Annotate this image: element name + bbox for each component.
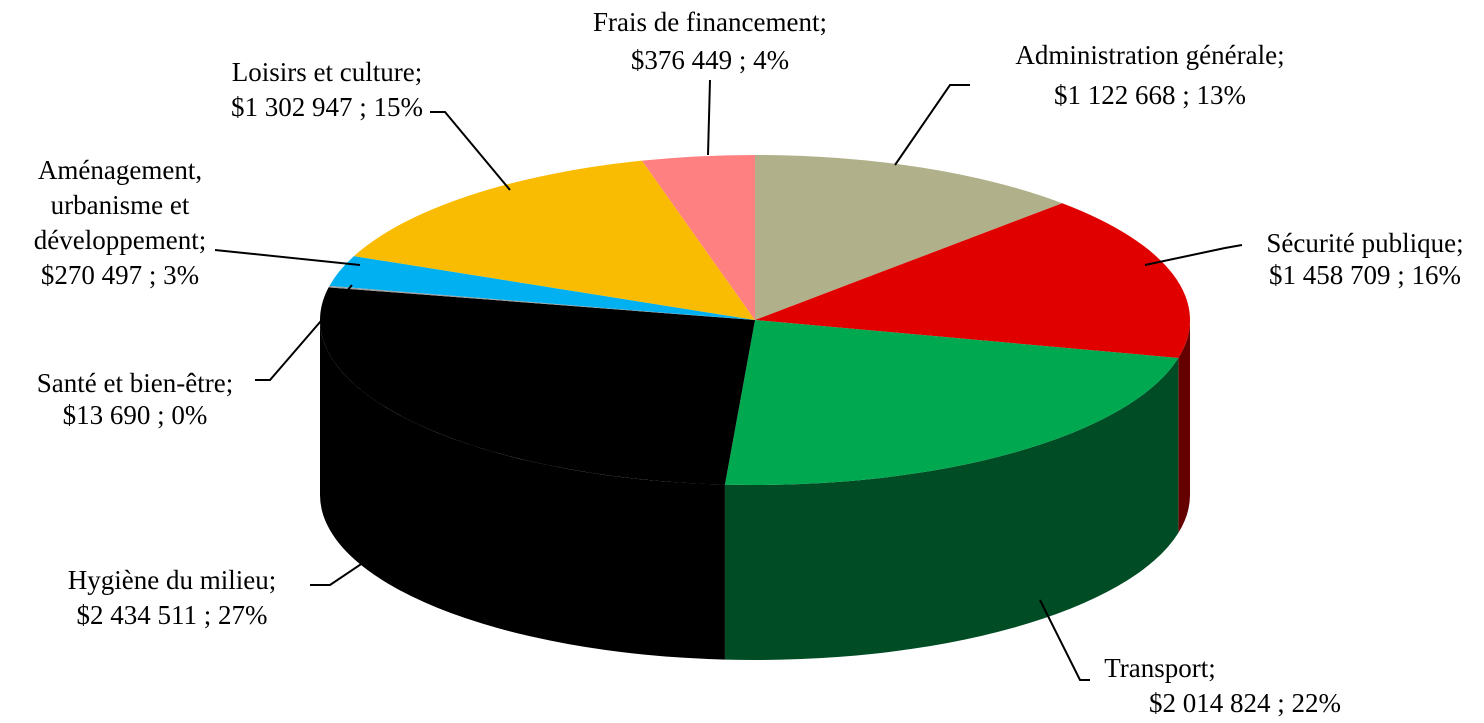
value-label: $13 690 ; 0%	[62, 400, 208, 430]
pie-side	[724, 358, 1179, 660]
pie-slice	[319, 287, 755, 485]
value-label: $1 302 947 ; 15%	[231, 92, 423, 122]
value-label: $376 449 ; 4%	[630, 45, 790, 75]
pie-slice	[353, 160, 755, 320]
leader-line	[1144, 244, 1243, 266]
leader-line	[707, 79, 711, 156]
category-label: Frais de financement;	[593, 7, 827, 37]
category-label: Transport;	[1104, 653, 1216, 683]
pie-slice	[328, 285, 755, 320]
pie-slice	[329, 256, 755, 320]
value-label: $1 122 668 ; 13%	[1054, 80, 1246, 110]
leader-line	[214, 249, 361, 266]
pie-slice	[641, 155, 755, 320]
value-label: $2 434 511 ; 27%	[76, 600, 268, 630]
leader-line	[430, 111, 511, 191]
category-label: Loisirs et culture;	[231, 57, 423, 87]
category-label: Administration générale;	[1015, 40, 1285, 70]
value-label: $2 014 824 ; 22%	[1149, 688, 1341, 718]
leader-line	[894, 84, 970, 166]
value-label: $1 458 709 ; 16%	[1269, 260, 1461, 290]
category-label: Santé et bien-être;	[36, 368, 234, 398]
pie-side	[320, 320, 725, 660]
value-label: $270 497 ; 3%	[40, 260, 200, 290]
category-label: Hygiène du milieu;	[67, 565, 277, 595]
pie-slice	[755, 203, 1190, 359]
pie-slice	[724, 320, 1179, 485]
leader-line	[310, 547, 386, 586]
leader-lines	[214, 79, 1243, 681]
pie-slice	[755, 155, 1063, 320]
pie-side	[1178, 320, 1190, 534]
category-label: Sécurité publique;	[1266, 228, 1464, 258]
leader-line	[1039, 599, 1090, 681]
category-label: Aménagement, urbanisme et développement;	[33, 155, 207, 255]
leader-line	[255, 284, 353, 381]
